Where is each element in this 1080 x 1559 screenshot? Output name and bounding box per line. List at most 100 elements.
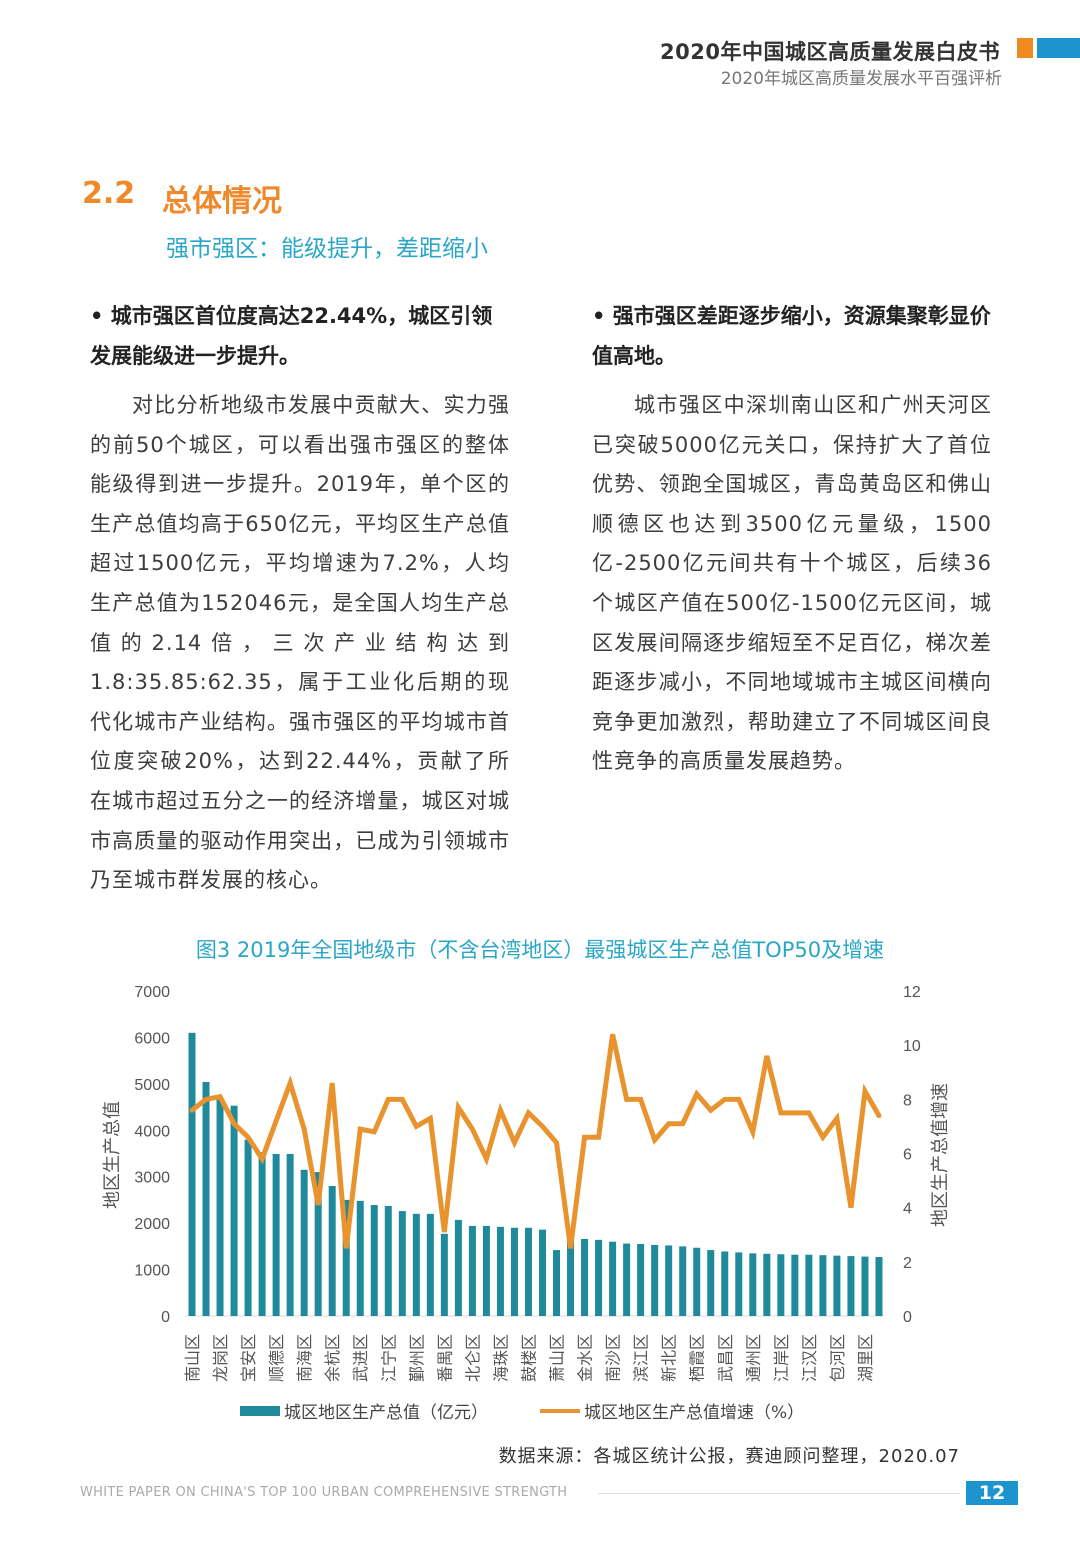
bar <box>791 1254 799 1316</box>
x-tick-label: 滨江区 <box>632 1334 651 1382</box>
left-tick-label: 6000 <box>134 1030 170 1047</box>
bar <box>539 1229 546 1316</box>
bar <box>412 1213 420 1316</box>
bar <box>721 1251 729 1316</box>
right-tick-label: 4 <box>903 1201 912 1218</box>
header-blue-block <box>1037 38 1080 58</box>
bar <box>861 1256 869 1316</box>
bar <box>482 1225 490 1316</box>
right-column: • 强市强区差距逐步缩小，资源集聚彰显价值高地。 城市强区中深圳南山区和广州天河… <box>592 296 992 782</box>
x-tick-label: 萧山区 <box>548 1334 567 1382</box>
svg-text:武昌区: 武昌区 <box>716 1334 735 1382</box>
bar <box>805 1254 813 1316</box>
right-bullet-heading: • 强市强区差距逐步缩小，资源集聚彰显价值高地。 <box>592 304 991 368</box>
bar <box>356 1200 364 1316</box>
left-tick-label: 3000 <box>134 1170 170 1187</box>
bar <box>244 1139 252 1316</box>
left-tick-label: 2000 <box>134 1216 170 1233</box>
left-body-text: 对比分析地级市发展中贡献大、实力强的前50个城区，可以看出强市强区的整体能级得到… <box>90 393 510 893</box>
x-axis-labels: 南山区 龙岗区 宝安区 顺德区 南海区 余杭区 武进区 江宁区 鄞州区 番禺区 北仑区 海珠区 鼓楼区萧… <box>183 1334 875 1382</box>
legend-bar-label: 城区地区生产总值（亿元） <box>284 1403 488 1423</box>
line-series <box>189 1033 882 1249</box>
x-tick-label: 通州区 <box>744 1334 763 1382</box>
left-tick-label: 0 <box>161 1309 170 1326</box>
svg-text:余杭区: 余杭区 <box>323 1334 342 1382</box>
x-tick-label: 包河区 <box>828 1334 847 1382</box>
bar <box>440 1233 448 1316</box>
right-tick-label: 2 <box>903 1255 912 1272</box>
bar <box>258 1152 266 1316</box>
x-tick-label: 武昌区 <box>716 1334 735 1382</box>
svg-text:北仑区: 北仑区 <box>463 1334 482 1382</box>
svg-text:萧山区: 萧山区 <box>548 1334 567 1382</box>
svg-text:江岸区: 江岸区 <box>772 1334 791 1382</box>
svg-text:鼓楼区: 鼓楼区 <box>519 1334 538 1382</box>
svg-text:龙岗区: 龙岗区 <box>211 1334 230 1382</box>
svg-text:包河区: 包河区 <box>828 1334 847 1382</box>
x-tick-label: 余杭区 <box>323 1334 342 1382</box>
svg-text:番禺区: 番禺区 <box>435 1334 454 1382</box>
left-tick-label: 7000 <box>134 984 170 1001</box>
bar <box>314 1172 322 1316</box>
bar <box>286 1153 294 1316</box>
right-tick-label: 8 <box>903 1092 912 1109</box>
right-tick-label: 12 <box>903 984 921 1001</box>
right-tick-label: 0 <box>903 1309 912 1326</box>
left-tick-label: 1000 <box>134 1263 170 1280</box>
right-axis-ticks: 0 2 4 6 8 10 12 <box>903 984 921 1326</box>
x-tick-label: 顺德区 <box>267 1334 286 1382</box>
x-tick-label: 龙岗区 <box>211 1334 230 1382</box>
x-tick-label: 宝安区 <box>239 1334 258 1382</box>
figure-title: 图3 2019年全国地级市（不含台湾地区）最强城区生产总值TOP50及增速 <box>195 938 885 962</box>
bar <box>847 1256 855 1316</box>
bar <box>524 1227 532 1316</box>
right-body-text: 城市强区中深圳南山区和广州天河区已突破5000亿元关口，保持扩大了首位优势、领跑… <box>592 393 992 774</box>
page-number: 12 <box>966 1481 1018 1505</box>
footer-divider <box>598 1493 960 1494</box>
bar <box>875 1257 883 1316</box>
bar <box>300 1169 308 1316</box>
bar <box>567 1236 575 1316</box>
svg-text:鄞州区: 鄞州区 <box>407 1334 426 1382</box>
legend-bar-swatch <box>240 1405 280 1416</box>
legend-line-label: 城区地区生产总值增速（%） <box>584 1403 805 1423</box>
right-axis-label: 地区生产总值增速 <box>930 1083 951 1227</box>
x-tick-label: 湖里区 <box>856 1334 875 1382</box>
x-tick-label: 南沙区 <box>604 1334 623 1382</box>
x-tick-label: 北仑区 <box>463 1334 482 1382</box>
svg-text:南山区: 南山区 <box>183 1334 202 1382</box>
bar <box>595 1239 603 1316</box>
left-tick-label: 5000 <box>134 1077 170 1094</box>
x-tick-label: 栖霞区 <box>688 1334 707 1382</box>
bar <box>468 1225 476 1316</box>
bar <box>581 1238 589 1316</box>
x-tick-label: 南海区 <box>295 1334 314 1382</box>
bar <box>553 1250 561 1316</box>
bar <box>623 1243 631 1316</box>
x-tick-label: 武进区 <box>351 1334 370 1382</box>
svg-text:江宁区: 江宁区 <box>379 1334 398 1382</box>
svg-text:南海区: 南海区 <box>295 1334 314 1382</box>
section-number: 2.2 <box>82 176 136 211</box>
x-tick-label: 新北区 <box>660 1334 679 1382</box>
bar <box>693 1247 701 1316</box>
svg-text:金水区: 金水区 <box>576 1334 595 1382</box>
right-tick-label: 6 <box>903 1147 912 1164</box>
header-subtitle: 2020年城区高质量发展水平百强评析 <box>720 69 1002 89</box>
header-orange-block <box>1017 38 1033 58</box>
bar <box>707 1250 715 1316</box>
legend-line-swatch <box>540 1408 580 1413</box>
bar <box>342 1199 350 1316</box>
bar <box>665 1245 673 1316</box>
x-tick-label: 江宁区 <box>379 1334 398 1382</box>
bar <box>735 1252 743 1316</box>
bar <box>819 1255 827 1316</box>
svg-text:江汉区: 江汉区 <box>800 1334 819 1382</box>
svg-text:宝安区: 宝安区 <box>239 1334 258 1382</box>
x-tick-label: 鄞州区 <box>407 1334 426 1382</box>
bar <box>510 1227 518 1316</box>
svg-text:通州区: 通州区 <box>744 1334 763 1382</box>
bar <box>328 1186 336 1316</box>
x-tick-label: 南山区 <box>183 1334 202 1382</box>
bar <box>637 1244 645 1316</box>
